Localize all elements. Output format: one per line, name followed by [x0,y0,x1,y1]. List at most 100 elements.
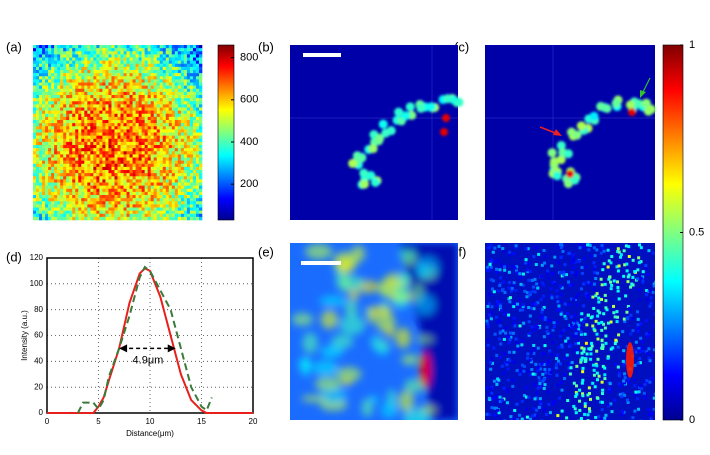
pixel [108,126,112,130]
pixel [150,213,155,218]
pixel [66,154,70,158]
pixel [617,250,621,254]
pixel [546,272,550,276]
pixel [81,60,85,65]
pixel [156,176,161,180]
pixel [105,70,109,74]
pixel [36,54,40,58]
pixel [48,123,52,127]
pixel [141,148,145,152]
pixel [583,404,587,408]
pixel [165,207,170,211]
pixel [120,163,124,168]
pixel [84,170,88,174]
pixel [120,129,124,133]
pixel [153,195,158,199]
pixel [524,261,528,265]
pixel [144,157,148,161]
pixel [141,57,145,61]
pixel [165,132,170,136]
pixel [162,185,167,190]
pixel [84,48,88,52]
pixel [558,299,562,303]
pixel [138,60,142,65]
pixel [177,210,182,215]
pixel [494,260,498,264]
pixel [595,271,599,275]
pixel [48,195,52,199]
pixel [174,141,179,146]
pixel [550,294,554,298]
pixel [144,126,148,130]
pixel [36,110,40,115]
pixel [612,279,616,283]
pixel [195,154,200,158]
pixel [548,349,552,353]
pixel [42,57,46,61]
pixel [33,135,37,140]
pixel [153,141,158,146]
pixel [117,145,121,149]
pixel [132,154,136,158]
pixel [96,135,100,140]
pixel [36,113,40,118]
pixel [78,79,82,83]
pixel [90,60,94,65]
pixel [117,57,121,61]
pixel [90,76,94,80]
pixel [561,249,565,253]
pixel [571,253,575,257]
pixel [512,350,516,354]
pixel [147,141,151,146]
pixel [564,339,568,343]
pixel [513,302,517,306]
pixel [60,73,64,77]
blob [351,245,366,263]
pixel [159,129,164,133]
pixel [99,195,103,199]
pixel [126,57,130,61]
pixel [90,110,94,115]
pixel [150,70,155,74]
pixel [159,145,164,149]
pixel [183,157,188,161]
pixel [141,110,145,115]
pixel [63,113,67,118]
pixel [48,70,52,74]
x-tick-label: 20 [249,417,258,426]
pixel [51,198,55,202]
pixel [183,82,188,86]
pixel [51,54,55,58]
pixel [57,110,61,115]
pixel [579,330,583,334]
pixel [577,327,581,331]
pixel [183,182,188,186]
pixel [496,399,500,403]
pixel [162,104,167,108]
pixel [572,259,576,263]
pixel [542,248,546,252]
pixel [51,138,55,143]
pixel [180,145,185,149]
pixel [69,70,73,74]
pixel [525,295,529,299]
pixel [81,198,85,202]
pixel [72,129,76,133]
pixel [39,188,43,193]
pixel [144,163,148,168]
pixel [593,264,597,268]
pixel [150,120,155,124]
pixel [195,95,200,99]
pixel [174,195,179,199]
pixel [153,107,158,111]
pixel [594,415,598,419]
pixel [144,110,148,115]
pixel [195,79,200,83]
pixel [626,280,630,284]
pixel [111,107,115,111]
pixel [99,107,103,111]
pixel [45,179,49,183]
pixel [490,406,494,410]
pixel [162,73,167,77]
pixel [102,135,106,140]
